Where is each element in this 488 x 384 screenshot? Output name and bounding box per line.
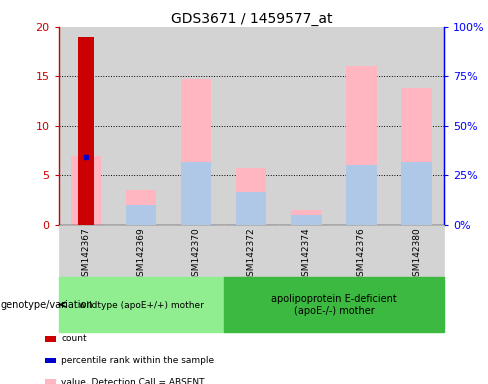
Bar xyxy=(334,27,389,225)
Bar xyxy=(236,169,266,225)
Bar xyxy=(279,225,334,277)
Bar xyxy=(181,79,211,225)
Bar xyxy=(402,162,432,225)
Bar xyxy=(59,277,224,332)
Bar xyxy=(402,88,432,225)
Bar xyxy=(181,162,211,225)
Bar xyxy=(169,225,224,277)
Bar xyxy=(59,225,114,277)
Bar xyxy=(114,225,169,277)
Text: GSM142374: GSM142374 xyxy=(302,227,311,282)
Bar xyxy=(114,27,169,225)
Text: GSM142369: GSM142369 xyxy=(137,227,146,282)
Bar xyxy=(389,225,444,277)
Bar xyxy=(71,156,101,225)
Bar xyxy=(126,190,156,225)
Text: apolipoprotein E-deficient
(apoE-/-) mother: apolipoprotein E-deficient (apoE-/-) mot… xyxy=(271,294,397,316)
Text: value, Detection Call = ABSENT: value, Detection Call = ABSENT xyxy=(61,378,204,384)
Text: percentile rank within the sample: percentile rank within the sample xyxy=(61,356,214,365)
Text: GSM142370: GSM142370 xyxy=(192,227,201,282)
Text: GSM142372: GSM142372 xyxy=(247,227,256,282)
Bar xyxy=(224,277,444,332)
Text: GSM142380: GSM142380 xyxy=(412,227,421,282)
Bar xyxy=(224,27,279,225)
Bar xyxy=(59,27,114,225)
Text: wildtype (apoE+/+) mother: wildtype (apoE+/+) mother xyxy=(79,301,203,310)
Bar xyxy=(389,27,444,225)
Bar xyxy=(346,166,377,225)
Bar xyxy=(291,210,322,225)
Bar xyxy=(224,225,279,277)
Bar xyxy=(279,27,334,225)
Bar xyxy=(346,66,377,225)
Text: count: count xyxy=(61,334,87,343)
Title: GDS3671 / 1459577_at: GDS3671 / 1459577_at xyxy=(171,12,332,26)
Text: GSM142376: GSM142376 xyxy=(357,227,366,282)
Text: genotype/variation: genotype/variation xyxy=(0,300,93,310)
Text: GSM142367: GSM142367 xyxy=(81,227,91,282)
Bar xyxy=(169,27,224,225)
Bar xyxy=(79,37,94,225)
Bar xyxy=(291,215,322,225)
Bar xyxy=(334,225,389,277)
Bar xyxy=(126,205,156,225)
Bar xyxy=(236,192,266,225)
